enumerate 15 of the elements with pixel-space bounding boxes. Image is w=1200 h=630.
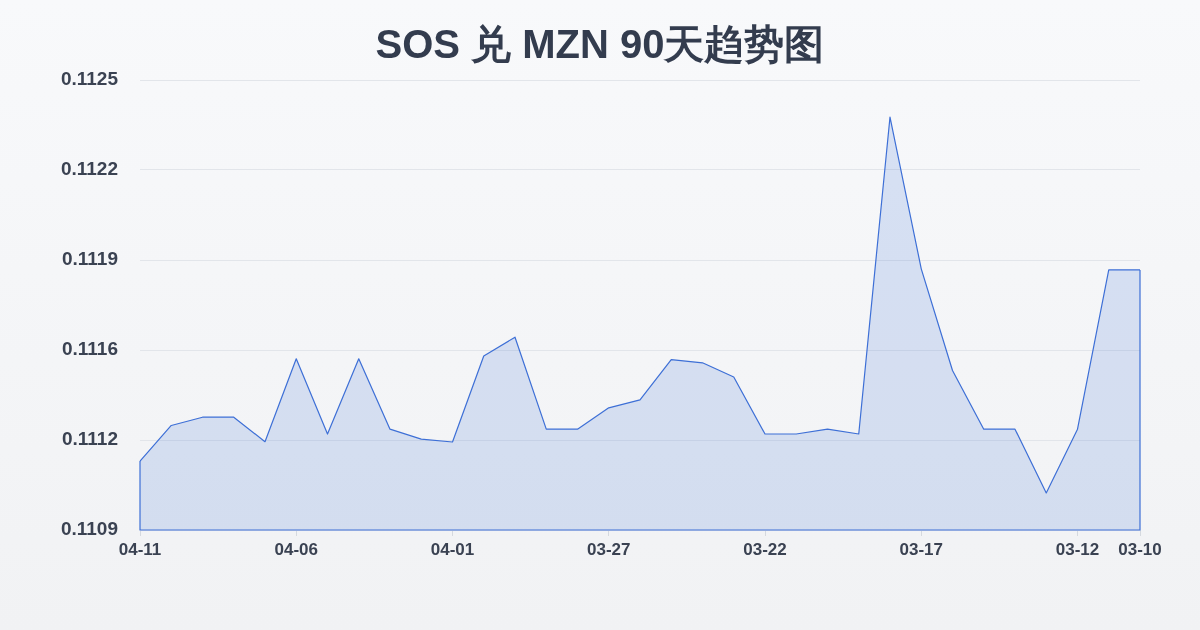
y-tick-label: 0.1116 [61,338,118,360]
y-tick-label: 0.1112 [61,428,118,450]
x-tick-label: 03-17 [899,539,943,559]
x-tick-label: 04-01 [430,539,475,559]
x-tick-label: 04-11 [118,539,162,559]
y-tick-label: 0.1122 [60,158,118,180]
x-tick-label: 03-12 [1055,539,1100,559]
x-tick-label: 03-27 [587,539,631,559]
x-tick-label: 03-10 [1118,539,1162,559]
chart-title: SOS 兑 MZN 90天趋势图 [374,21,826,68]
y-tick-label: 0.1119 [61,248,118,270]
y-tick-label: 0.1125 [60,68,119,90]
x-tick-label: 04-06 [274,539,318,559]
y-tick-label: 0.1109 [60,518,118,540]
x-tick-label: 03-22 [743,539,787,559]
